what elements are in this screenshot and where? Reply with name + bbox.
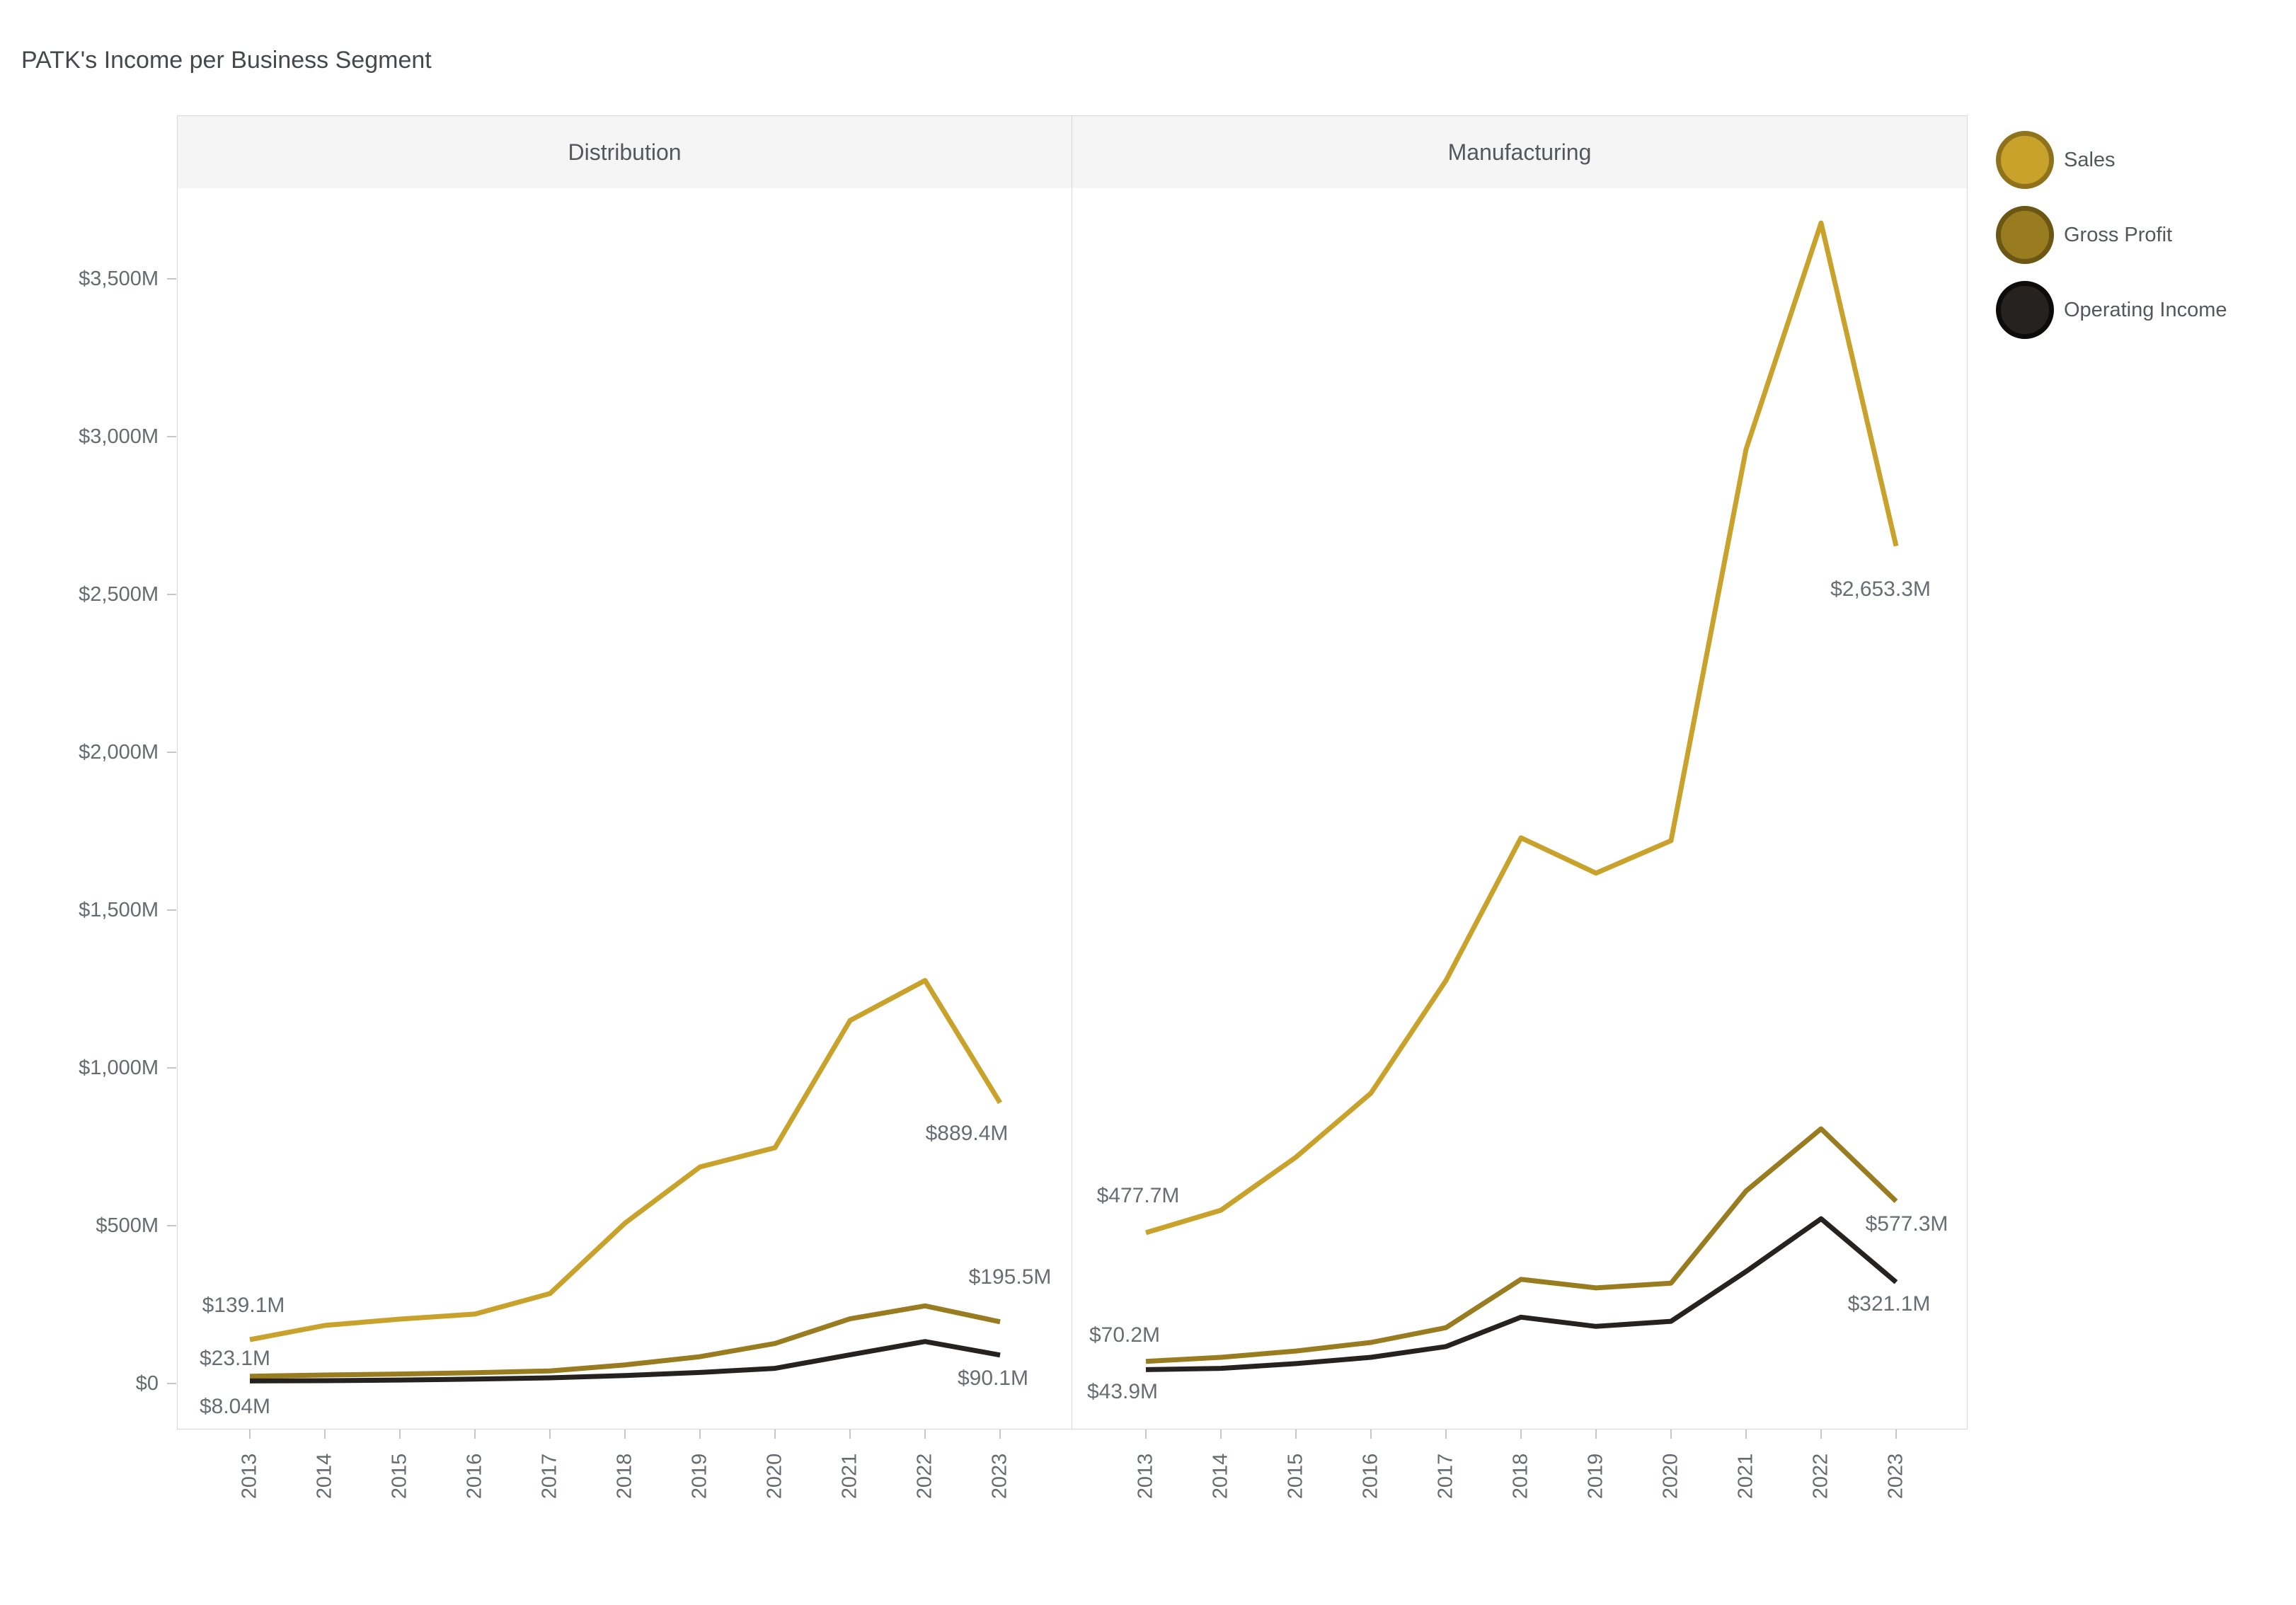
x-tick-label: 2021 xyxy=(838,1453,861,1500)
x-tick-label: 2020 xyxy=(1659,1453,1682,1500)
x-tick-label: 2013 xyxy=(238,1453,261,1500)
x-tick-mark xyxy=(1745,1429,1747,1439)
value-label: $70.2M xyxy=(1089,1323,1161,1347)
y-tick-mark xyxy=(167,909,176,911)
x-tick-label: 2016 xyxy=(463,1453,486,1500)
plot-area xyxy=(177,188,1968,1429)
x-tick-mark xyxy=(924,1429,926,1439)
x-tick-mark xyxy=(1595,1429,1597,1439)
y-tick-label: $1,000M xyxy=(79,1057,159,1079)
x-tick-mark xyxy=(1895,1429,1897,1439)
x-tick-label: 2023 xyxy=(988,1453,1011,1500)
y-tick-mark xyxy=(167,752,176,753)
y-tick-label: $3,500M xyxy=(79,268,159,290)
y-tick-label: $1,500M xyxy=(79,899,159,921)
x-tick-label: 2014 xyxy=(1209,1453,1232,1500)
x-tick-mark xyxy=(1445,1429,1447,1439)
x-tick-mark xyxy=(324,1429,326,1439)
x-tick-label: 2018 xyxy=(613,1453,636,1500)
y-tick-label: $3,000M xyxy=(79,425,159,448)
y-tick-mark xyxy=(167,1067,176,1069)
x-tick-mark xyxy=(699,1429,701,1439)
x-tick-mark xyxy=(999,1429,1001,1439)
value-label: $577.3M xyxy=(1865,1212,1948,1236)
value-label: $90.1M xyxy=(957,1367,1029,1390)
x-tick-label: 2022 xyxy=(1809,1453,1832,1500)
value-label: $23.1M xyxy=(199,1347,271,1370)
y-tick-label: $2,500M xyxy=(79,583,159,606)
y-tick-label: $0 xyxy=(135,1372,159,1395)
legend-label-sales[interactable]: Sales xyxy=(2064,149,2116,171)
x-tick-mark xyxy=(1820,1429,1822,1439)
x-tick-mark xyxy=(549,1429,551,1439)
legend-swatch-sales[interactable] xyxy=(1996,131,2054,189)
value-label: $2,653.3M xyxy=(1830,577,1931,601)
value-label: $477.7M xyxy=(1096,1184,1180,1207)
x-tick-label: 2022 xyxy=(913,1453,936,1500)
x-tick-label: 2014 xyxy=(313,1453,336,1500)
x-tick-mark xyxy=(1520,1429,1522,1439)
value-label: $8.04M xyxy=(199,1395,271,1418)
x-tick-label: 2019 xyxy=(688,1453,711,1500)
legend-swatch-operating-income[interactable] xyxy=(1996,281,2054,339)
x-tick-mark xyxy=(849,1429,851,1439)
x-tick-label: 2013 xyxy=(1134,1453,1157,1500)
value-label: $139.1M xyxy=(202,1294,285,1317)
y-tick-mark xyxy=(167,436,176,437)
panel-header-distribution: Distribution xyxy=(177,115,1072,189)
y-tick-mark xyxy=(167,1383,176,1384)
legend-label-operating-income[interactable]: Operating Income xyxy=(2064,299,2227,321)
value-label: $889.4M xyxy=(925,1122,1009,1145)
y-tick-label: $500M xyxy=(96,1214,159,1237)
legend-swatch-gross-profit[interactable] xyxy=(1996,206,2054,264)
x-tick-mark xyxy=(474,1429,476,1439)
x-tick-label: 2017 xyxy=(1434,1453,1457,1500)
x-tick-label: 2021 xyxy=(1734,1453,1757,1500)
x-tick-label: 2017 xyxy=(538,1453,561,1500)
panel-header-manufacturing: Manufacturing xyxy=(1072,115,1968,189)
x-tick-mark xyxy=(774,1429,776,1439)
x-tick-label: 2015 xyxy=(388,1453,411,1500)
x-tick-mark xyxy=(624,1429,626,1439)
x-tick-mark xyxy=(1220,1429,1222,1439)
x-tick-mark xyxy=(1370,1429,1372,1439)
y-tick-mark xyxy=(167,594,176,595)
x-tick-mark xyxy=(1145,1429,1147,1439)
x-tick-mark xyxy=(1295,1429,1297,1439)
x-tick-mark xyxy=(399,1429,401,1439)
x-tick-label: 2018 xyxy=(1509,1453,1532,1500)
value-label: $195.5M xyxy=(968,1265,1052,1289)
x-tick-label: 2019 xyxy=(1584,1453,1607,1500)
value-label: $43.9M xyxy=(1086,1380,1159,1403)
x-tick-label: 2023 xyxy=(1884,1453,1907,1500)
x-tick-label: 2015 xyxy=(1284,1453,1307,1500)
legend-label-gross-profit[interactable]: Gross Profit xyxy=(2064,224,2173,246)
y-tick-mark xyxy=(167,1225,176,1226)
x-tick-mark xyxy=(249,1429,251,1439)
x-tick-label: 2020 xyxy=(763,1453,786,1500)
x-tick-mark xyxy=(1670,1429,1672,1439)
x-tick-label: 2016 xyxy=(1359,1453,1382,1500)
y-tick-label: $2,000M xyxy=(79,741,159,764)
value-label: $321.1M xyxy=(1847,1292,1931,1316)
y-tick-mark xyxy=(167,278,176,280)
chart-title: PATK's Income per Business Segment xyxy=(21,47,432,74)
